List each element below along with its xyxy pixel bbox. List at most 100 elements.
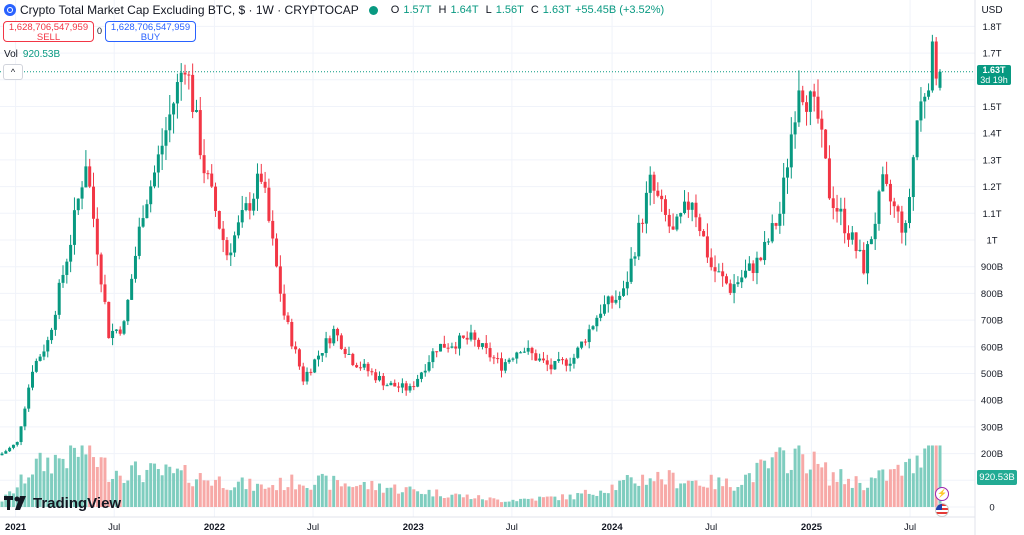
volume-bar <box>892 469 896 507</box>
volume-bar <box>316 475 320 507</box>
volume-bar <box>286 487 290 507</box>
volume-bar <box>0 501 4 507</box>
candle-body <box>732 284 736 293</box>
candle-body <box>751 263 755 274</box>
volume-bar <box>869 477 873 507</box>
candle-body <box>843 208 847 234</box>
volume-bar <box>305 488 309 507</box>
volume-bar <box>179 470 183 507</box>
volume-legend[interactable]: Vol 920.53B <box>4 49 60 60</box>
volume-bar <box>187 482 191 507</box>
candle-body <box>744 270 748 278</box>
volume-bar <box>236 481 240 507</box>
volume-bar <box>301 485 305 507</box>
close-value: 1.63T <box>542 4 571 16</box>
sell-label: SELL <box>36 32 61 43</box>
volume-bar <box>721 486 725 507</box>
last-price-badge: 1.63T 3d 19h <box>977 65 1011 85</box>
volume-bar <box>412 489 416 507</box>
candle-body <box>496 358 500 360</box>
candle-body <box>4 451 8 454</box>
volume-bar <box>339 486 343 507</box>
volume-bar <box>805 473 809 507</box>
candle-body <box>934 41 938 79</box>
volume-bar <box>709 474 713 507</box>
candle-body <box>450 346 454 348</box>
volume-bar <box>557 500 561 507</box>
candle-body <box>454 346 458 349</box>
volume-bar <box>770 457 774 507</box>
volume-bar <box>355 486 359 507</box>
candle-body <box>671 226 675 230</box>
volume-bar <box>595 495 599 507</box>
volume-bar <box>469 499 473 507</box>
candle-body <box>389 382 393 386</box>
volume-bar <box>252 490 256 507</box>
volume-bar <box>194 479 198 507</box>
candle-body <box>8 447 12 452</box>
volume-bar <box>599 490 603 507</box>
price-tick-label: 300B <box>981 422 1003 433</box>
candle-body <box>896 206 900 212</box>
volume-bar <box>900 475 904 507</box>
candle-body <box>492 357 496 359</box>
volume-bar <box>553 496 557 507</box>
volume-bar <box>686 480 690 507</box>
candle-body <box>667 214 671 227</box>
candle-body <box>377 375 381 381</box>
volume-bar <box>332 475 336 507</box>
tradingview-logo[interactable]: TradingView <box>4 492 121 514</box>
volume-bar <box>930 445 934 507</box>
flash-icon[interactable]: ⚡ <box>935 487 949 501</box>
candle-body <box>339 335 343 349</box>
candle-body <box>236 222 240 236</box>
candle-body <box>53 314 57 330</box>
candle-body <box>412 386 416 388</box>
us-flag-icon[interactable] <box>935 503 949 517</box>
volume-bar <box>206 480 210 507</box>
volume-bar <box>42 471 46 507</box>
volume-bar <box>648 478 652 507</box>
volume-bar <box>377 483 381 507</box>
candle-body <box>633 256 637 259</box>
collapse-legend-button[interactable]: ^ <box>3 64 23 80</box>
volume-bar <box>282 490 286 507</box>
candle-body <box>244 203 248 211</box>
candle-body <box>309 371 313 373</box>
candle-body <box>774 223 778 226</box>
price-tick-label: 1T <box>986 236 997 247</box>
market-status-dot-icon[interactable] <box>368 5 378 15</box>
candle-body <box>778 213 782 226</box>
candle-body <box>316 355 320 360</box>
buy-button[interactable]: 1,628,706,547,959 BUY <box>105 21 196 43</box>
volume-bar <box>431 496 435 507</box>
sell-button[interactable]: 1,628,706,547,959 SELL <box>3 21 94 43</box>
candle-body <box>885 174 889 184</box>
candle-body <box>84 166 88 188</box>
volume-bar <box>126 480 130 507</box>
volume-bar <box>95 466 99 507</box>
candle-body <box>797 90 801 123</box>
candle-body <box>351 353 355 366</box>
symbol-title[interactable]: Crypto Total Market Cap Excluding BTC, $… <box>20 3 359 17</box>
candle-body <box>755 257 759 274</box>
candle-body <box>187 74 191 76</box>
volume-bar <box>111 478 115 507</box>
volume-bar <box>511 499 515 507</box>
currency-selector[interactable]: USD <box>981 5 1003 16</box>
volume-bar <box>652 481 656 507</box>
volume-bar <box>522 498 526 507</box>
volume-bar <box>713 489 717 507</box>
candle-body <box>816 96 820 119</box>
volume-bar <box>911 473 915 507</box>
volume-bar <box>114 470 118 507</box>
candle-body <box>290 322 294 347</box>
volume-bar <box>927 445 931 507</box>
candle-body <box>42 351 46 357</box>
volume-bar <box>419 493 423 507</box>
volume-bar <box>27 477 31 507</box>
volume-bar <box>663 484 667 507</box>
candle-body <box>576 347 580 358</box>
volume-bar <box>389 487 393 507</box>
